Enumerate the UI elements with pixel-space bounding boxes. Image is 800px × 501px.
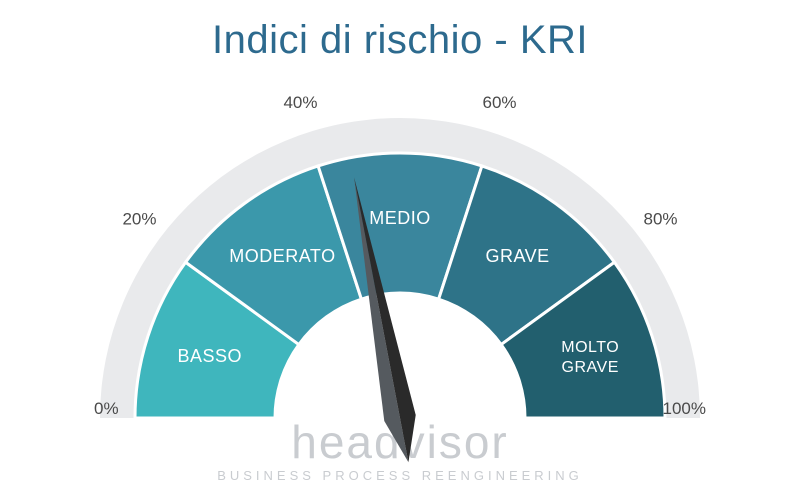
segment-label-0: BASSO: [178, 346, 243, 366]
tick-label-60: 60%: [482, 93, 516, 112]
segment-label-4-b: GRAVE: [562, 359, 619, 376]
segment-label-4-a: MOLTO: [561, 339, 619, 356]
tick-label-40: 40%: [283, 93, 317, 112]
segment-label-2: MEDIO: [369, 208, 431, 228]
tick-label-20: 20%: [122, 210, 156, 229]
segment-label-3: GRAVE: [485, 246, 549, 266]
chart-title: Indici di rischio - KRI: [0, 18, 800, 63]
watermark-tagline: BUSINESS PROCESS REENGINEERING: [217, 468, 583, 483]
gauge-chart: headvisorBUSINESS PROCESS REENGINEERINGB…: [20, 63, 780, 483]
segment-label-1: MODERATO: [229, 246, 335, 266]
tick-label-80: 80%: [643, 210, 677, 229]
tick-label-100: 100%: [663, 399, 706, 418]
gauge-container: headvisorBUSINESS PROCESS REENGINEERINGB…: [0, 63, 800, 483]
tick-label-0: 0%: [94, 399, 119, 418]
